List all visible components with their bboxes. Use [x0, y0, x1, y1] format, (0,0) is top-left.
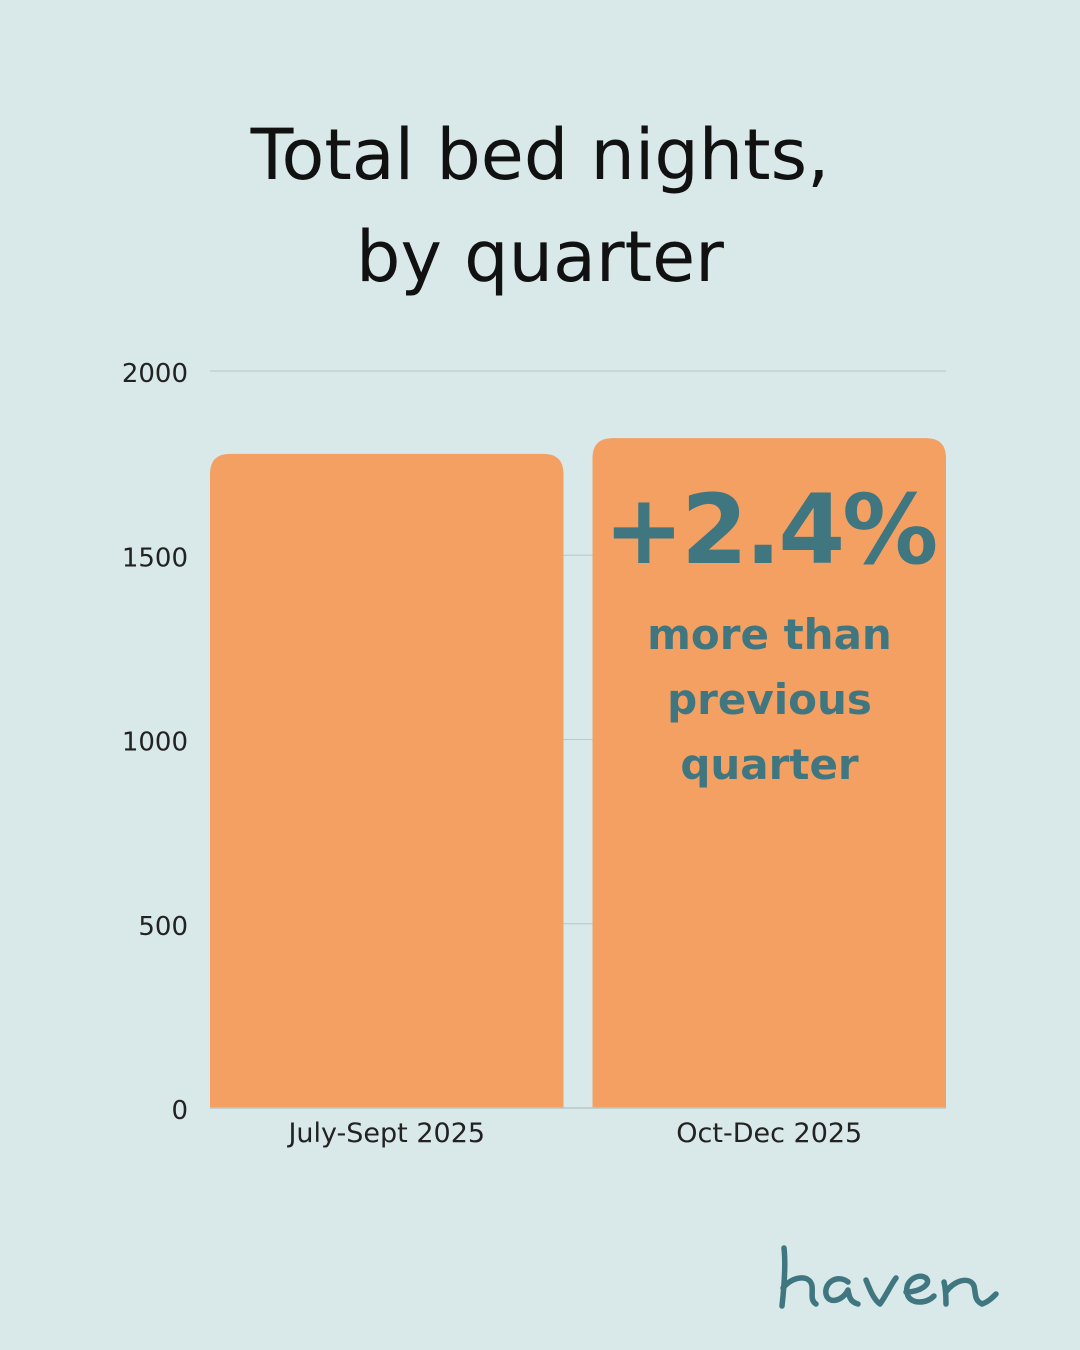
- change-description: more than previous quarter: [593, 602, 946, 797]
- change-percentage: +2.4%: [603, 474, 939, 586]
- chart-title-line-1: Total bed nights,: [250, 114, 830, 196]
- y-tick-label: 2000: [122, 359, 188, 389]
- chart-title-line-2: by quarter: [356, 216, 724, 298]
- haven-logo: [779, 1245, 999, 1309]
- chart-title: Total bed nights, by quarter: [0, 104, 1080, 308]
- change-description-line: previous: [667, 675, 872, 724]
- bar-1: [210, 453, 564, 1109]
- y-tick-label: 1500: [122, 543, 188, 573]
- change-description-line: quarter: [680, 740, 859, 789]
- bar-2: [592, 438, 946, 1108]
- x-tick-label: July-Sept 2025: [286, 1118, 485, 1149]
- y-tick-label: 0: [171, 1096, 188, 1126]
- x-tick-label: Oct-Dec 2025: [676, 1118, 862, 1149]
- y-tick-label: 500: [138, 912, 188, 942]
- change-description-line: more than: [647, 610, 892, 659]
- y-tick-label: 1000: [122, 728, 188, 758]
